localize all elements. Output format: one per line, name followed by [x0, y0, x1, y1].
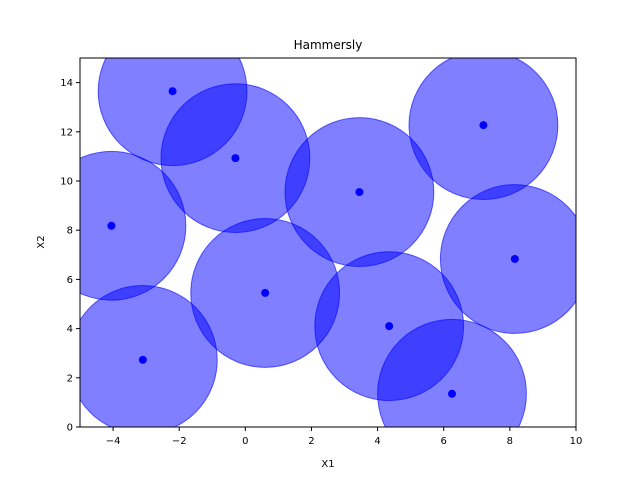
data-points: [107, 87, 519, 398]
x-tick-label: −2: [172, 436, 187, 447]
x-tick-label: 10: [570, 436, 583, 447]
y-tick-label: 2: [67, 373, 73, 384]
x-tick-label: 2: [308, 436, 314, 447]
x-axis-label: X1: [321, 459, 334, 470]
data-point-0: [168, 87, 177, 96]
plot-frame: [79, 57, 577, 428]
data-point-5: [510, 254, 519, 263]
data-point-7: [385, 322, 394, 331]
data-point-4: [107, 221, 116, 230]
x-tick-label: 4: [374, 436, 380, 447]
y-tick-label: 0: [67, 423, 73, 434]
data-point-3: [355, 188, 364, 197]
coverage-circles: [80, 58, 576, 427]
x-tick-label: −4: [106, 436, 121, 447]
y-axis-ticks: 0 2 4 6 8 10 12 14: [60, 78, 80, 434]
data-point-9: [448, 389, 456, 398]
y-tick-label: 4: [67, 324, 73, 335]
y-tick-label: 12: [60, 127, 73, 138]
chart-title: Hammersly: [294, 38, 363, 52]
data-point-2: [479, 121, 488, 130]
data-point-1: [231, 154, 240, 163]
data-point-8: [138, 355, 147, 364]
y-tick-label: 10: [60, 177, 73, 188]
y-tick-label: 14: [60, 78, 73, 89]
coverage-circle-9: [377, 318, 527, 427]
coverage-circle-5: [439, 184, 576, 334]
coverage-circle-8: [80, 284, 218, 427]
x-tick-label: 6: [441, 436, 447, 447]
y-axis-label: X2: [36, 235, 47, 248]
x-tick-label: 0: [242, 436, 248, 447]
x-axis-ticks: −4 −2 0 2 4 6 8 10: [106, 427, 583, 447]
data-point-6: [261, 288, 270, 297]
y-tick-label: 8: [67, 226, 73, 237]
y-tick-label: 6: [67, 275, 73, 286]
x-tick-label: 8: [507, 436, 513, 447]
